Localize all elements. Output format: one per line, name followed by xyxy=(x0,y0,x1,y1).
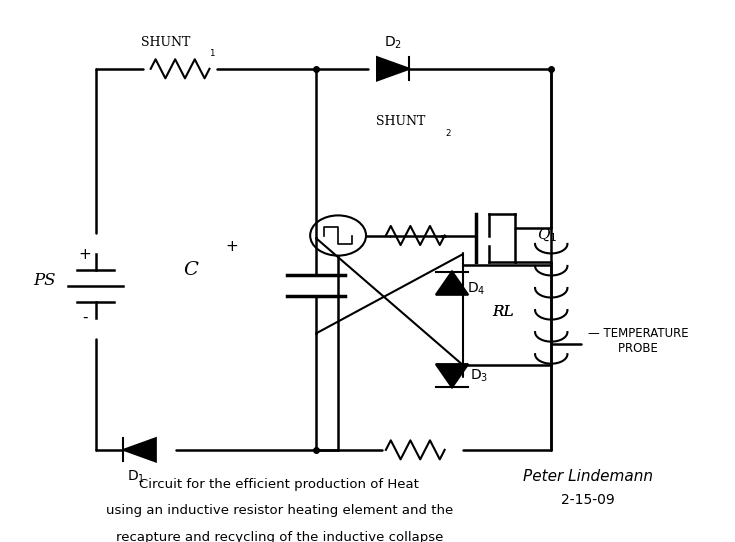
Polygon shape xyxy=(377,57,409,80)
Text: recapture and recycling of the inductive collapse: recapture and recycling of the inductive… xyxy=(115,531,443,542)
Text: D$_1$: D$_1$ xyxy=(127,468,145,485)
Text: D$_2$: D$_2$ xyxy=(384,34,402,50)
Polygon shape xyxy=(436,272,468,295)
Text: PS: PS xyxy=(33,272,55,289)
Polygon shape xyxy=(436,364,468,388)
Text: SHUNT: SHUNT xyxy=(376,115,426,128)
Text: — TEMPERATURE
        PROBE: — TEMPERATURE PROBE xyxy=(588,327,689,356)
Text: -: - xyxy=(82,310,87,325)
Text: $_2$: $_2$ xyxy=(445,126,451,139)
Text: C: C xyxy=(184,261,198,279)
Text: +: + xyxy=(78,247,91,262)
Text: using an inductive resistor heating element and the: using an inductive resistor heating elem… xyxy=(106,504,453,517)
Text: $_1$: $_1$ xyxy=(209,47,216,60)
Polygon shape xyxy=(123,438,156,461)
Text: 2-15-09: 2-15-09 xyxy=(561,493,615,507)
Text: D$_4$: D$_4$ xyxy=(467,280,485,296)
Text: Circuit for the efficient production of Heat: Circuit for the efficient production of … xyxy=(140,478,419,491)
Text: SHUNT: SHUNT xyxy=(140,36,190,49)
Text: +: + xyxy=(225,238,238,254)
Text: RL: RL xyxy=(492,305,514,319)
Text: RL: RL xyxy=(492,305,514,319)
Text: D$_3$: D$_3$ xyxy=(470,367,489,384)
Text: Peter Lindemann: Peter Lindemann xyxy=(523,469,653,484)
Text: Q$_1$: Q$_1$ xyxy=(537,227,557,244)
